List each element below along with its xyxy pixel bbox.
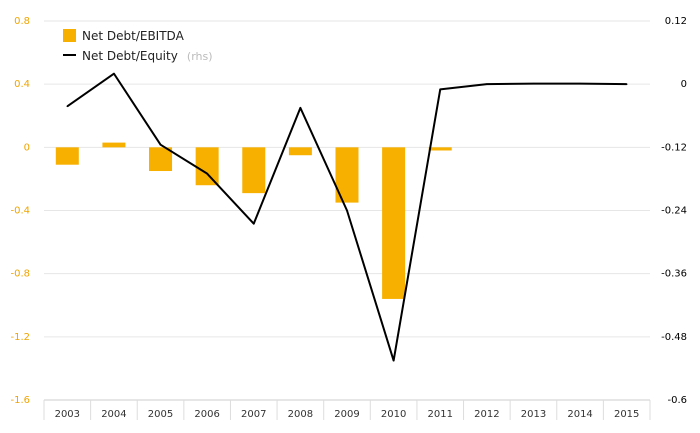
- y-left-tick-label: -1.2: [10, 332, 30, 343]
- line-point: [532, 82, 535, 85]
- bar: [55, 147, 79, 165]
- legend-swatch-bar: [63, 29, 76, 42]
- line-layer: [66, 72, 628, 362]
- y-right-tick-label: -0.36: [661, 269, 687, 280]
- axis-layer: 0.8 0.4 0 -0.4 -0.8 -1.2 -1.6 0.12 0 -0.12 -0.24 -0…: [10, 16, 687, 420]
- legend: Net Debt/EBITDA Net Debt/Equity (rhs): [63, 29, 213, 64]
- x-tick-label: 2006: [194, 409, 219, 420]
- y-right-tick-label: -0.6: [667, 395, 687, 406]
- bar: [149, 147, 173, 172]
- y-left-tick-label: 0.8: [14, 16, 30, 27]
- x-tick-label: 2012: [474, 409, 499, 420]
- line-point: [159, 143, 162, 146]
- line-point: [299, 107, 302, 109]
- y-right-tick-label: 0: [681, 79, 687, 90]
- line-point: [439, 88, 442, 91]
- line-point: [113, 72, 115, 75]
- bar-layer: [55, 142, 452, 299]
- x-tick-label: 2009: [334, 409, 359, 420]
- line-point: [252, 222, 255, 225]
- x-tick-label: 2004: [101, 409, 126, 420]
- y-left-tick-label: 0.4: [14, 79, 30, 90]
- line-point: [346, 209, 348, 212]
- bar: [428, 147, 452, 151]
- y-left-tick-label: -1.6: [10, 395, 30, 406]
- bar: [335, 147, 359, 203]
- x-tick-label: 2003: [55, 409, 80, 420]
- x-tick-label: 2007: [241, 409, 266, 420]
- y-right-tick-label: -0.24: [661, 206, 687, 217]
- line-point: [625, 83, 628, 85]
- series-line: [66, 72, 627, 362]
- x-tick-label: 2008: [288, 409, 313, 420]
- bar: [288, 147, 312, 156]
- bar: [195, 147, 219, 186]
- x-tick-label: 2015: [614, 409, 639, 420]
- x-tick-label: 2005: [148, 409, 173, 420]
- y-right-tick-label: -0.12: [661, 142, 687, 153]
- y-left-tick-label: -0.4: [10, 206, 30, 217]
- line-point: [392, 359, 395, 362]
- bar: [382, 147, 406, 299]
- legend-label-bar: Net Debt/EBITDA: [82, 29, 185, 43]
- x-tick-label: 2014: [567, 409, 592, 420]
- line-point: [206, 172, 208, 175]
- legend-label-line-name: Net Debt/Equity: [82, 49, 178, 63]
- y-right-tick-label: 0.12: [665, 16, 687, 27]
- x-tick-label: 2010: [381, 409, 406, 420]
- line-point: [486, 83, 488, 85]
- legend-label-line-suffix: (rhs): [187, 50, 213, 63]
- bar: [102, 142, 126, 148]
- line-point: [66, 105, 69, 108]
- line-point: [579, 82, 581, 85]
- y-left-tick-label: -0.8: [10, 269, 30, 280]
- y-right-tick-label: -0.48: [661, 332, 687, 343]
- x-tick-label: 2011: [428, 409, 453, 420]
- y-left-tick-label: 0: [24, 142, 30, 153]
- x-tick-label: 2013: [521, 409, 546, 420]
- bar: [242, 147, 266, 194]
- legend-label-line: Net Debt/Equity (rhs): [82, 45, 213, 64]
